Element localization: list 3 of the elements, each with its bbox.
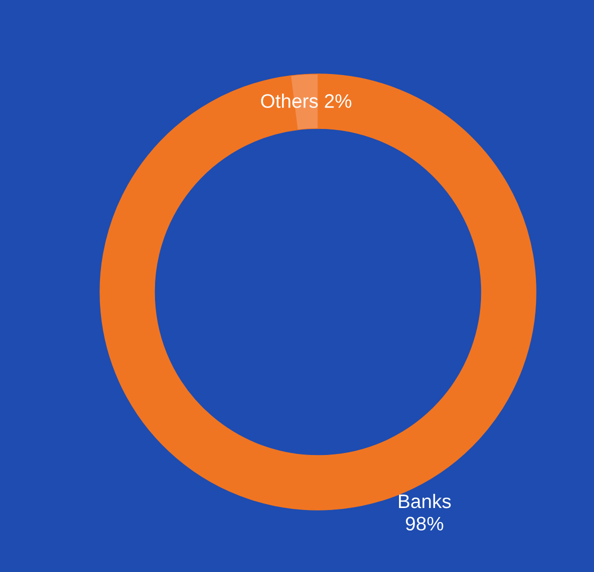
data-label: 98%	[406, 516, 444, 531]
slice-label: Banks	[399, 494, 451, 508]
slice-label: Others 2%	[261, 94, 352, 108]
